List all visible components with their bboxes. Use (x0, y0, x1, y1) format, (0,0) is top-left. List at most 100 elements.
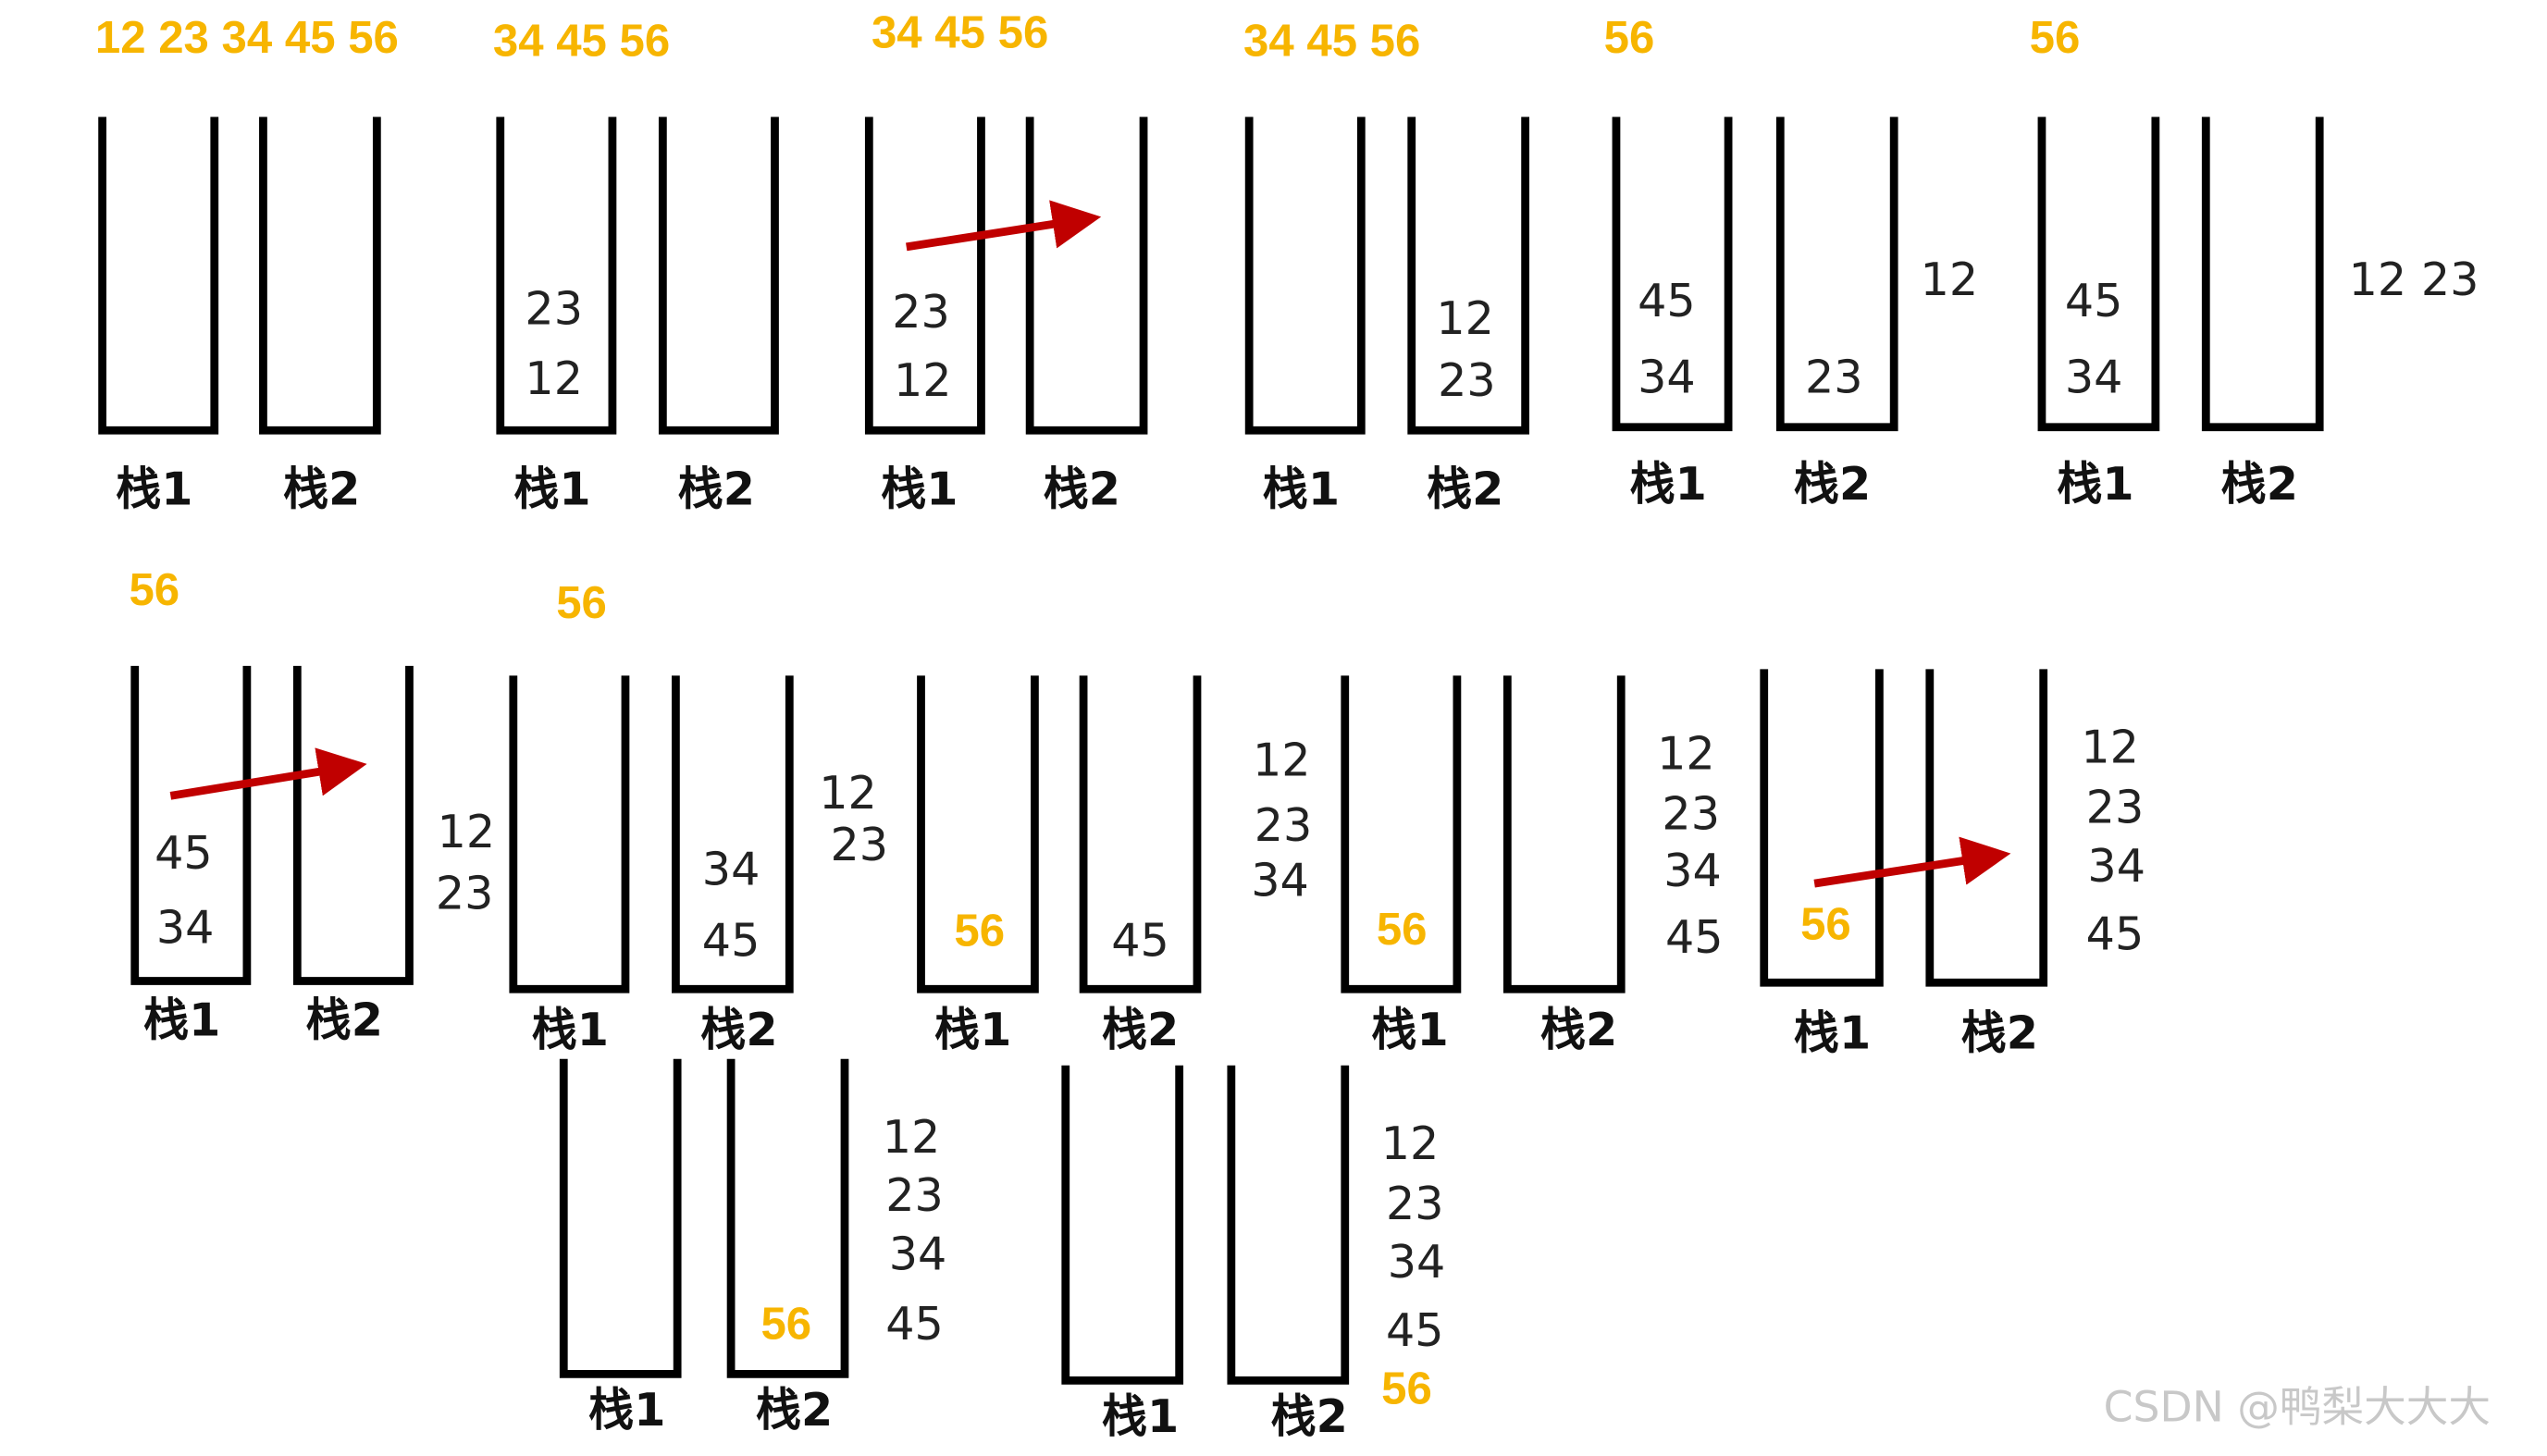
value: 34 (2087, 839, 2145, 893)
value: 12 23 (2349, 253, 2479, 306)
value: 12 (1253, 734, 1311, 787)
pending-value: 34 45 56 (493, 15, 670, 66)
stack-label: 栈2 (1427, 462, 1503, 515)
stack (1775, 117, 1898, 432)
stack-label: 栈1 (881, 462, 958, 515)
arrow (169, 747, 367, 800)
value: 34 (156, 901, 215, 955)
pending-value: 56 (556, 577, 607, 628)
value: 34 (1388, 1235, 1446, 1289)
value: 34 (2065, 350, 2123, 403)
value: 23 (831, 818, 889, 871)
stack (1244, 117, 1366, 435)
value: 45 (2086, 907, 2145, 961)
stack (496, 117, 617, 435)
stack (1227, 1065, 1350, 1385)
pending-value: 56 (129, 564, 179, 615)
value: 12 (1381, 1117, 1440, 1170)
stack (98, 117, 219, 435)
value: 45 (155, 826, 213, 880)
value: 34 (1638, 350, 1696, 403)
pending-value: 56 (1377, 904, 1428, 955)
value: 23 (1386, 1177, 1444, 1230)
value: 23 (1662, 787, 1720, 841)
stack-label: 栈2 (700, 1003, 777, 1056)
stack-label: 栈2 (2221, 457, 2298, 511)
stack (1407, 117, 1530, 435)
pending-value: 34 45 56 (872, 7, 1048, 58)
stack-label: 栈1 (2057, 457, 2133, 511)
stack (726, 1058, 849, 1378)
stack (1760, 669, 1884, 987)
stack (2201, 117, 2324, 432)
pending-value: 56 (760, 1298, 811, 1349)
value: 12 (438, 805, 496, 858)
value: 12 (2081, 721, 2139, 774)
stack-label: 栈1 (1371, 1003, 1448, 1056)
stack-label: 栈2 (283, 462, 360, 515)
pending-value: 34 45 56 (1243, 15, 1420, 66)
value: 12 (894, 353, 952, 407)
value: 34 (889, 1227, 947, 1280)
watermark: CSDN @鸭梨大大大 (2104, 1382, 2491, 1431)
value: 12 (1921, 253, 1979, 306)
value: 45 (1386, 1303, 1444, 1357)
stack (509, 675, 630, 993)
arrow (906, 200, 1102, 252)
stack-label: 栈2 (756, 1383, 833, 1437)
stack-label: 栈1 (934, 1003, 1011, 1056)
stack-label: 栈1 (532, 1003, 609, 1056)
stack (2037, 117, 2160, 432)
stack-label: 栈1 (513, 462, 590, 515)
value: 45 (1665, 910, 1724, 964)
value: 23 (1805, 350, 1863, 403)
stack-label: 栈2 (678, 462, 755, 515)
stack-label: 栈2 (1961, 1006, 2038, 1060)
value: 23 (885, 1168, 944, 1222)
stack-label: 栈1 (1102, 1389, 1179, 1443)
stack (864, 117, 985, 435)
stack-label: 栈2 (1540, 1003, 1617, 1056)
stack (559, 1058, 682, 1378)
pending-value: 12 23 34 45 56 (95, 12, 399, 63)
stack-label: 栈2 (1270, 1389, 1347, 1443)
value: 34 (1251, 854, 1309, 907)
value: 45 (2065, 274, 2123, 327)
pending-value: 56 (2030, 12, 2081, 63)
stack (1079, 675, 1202, 993)
pending-value: 56 (954, 906, 1005, 956)
value: 34 (702, 842, 760, 895)
stack (1502, 675, 1626, 993)
stack (259, 117, 381, 435)
stack-label: 栈1 (1629, 457, 1706, 511)
stack-label: 栈2 (306, 993, 383, 1047)
stack (1612, 117, 1733, 432)
stack (1025, 117, 1148, 435)
pending-value: 56 (1604, 12, 1655, 63)
value: 45 (1111, 914, 1169, 968)
stack (1061, 1065, 1184, 1385)
stack (1341, 675, 1462, 993)
stack-label: 栈1 (1263, 462, 1340, 515)
value: 12 (1436, 291, 1494, 345)
value: 12 (525, 352, 583, 405)
pending-value: 56 (1800, 898, 1851, 949)
value: 23 (892, 285, 950, 339)
stack (292, 665, 414, 985)
value: 12 (883, 1110, 941, 1164)
value: 23 (525, 282, 583, 336)
value: 12 (819, 766, 877, 820)
stack-label: 栈2 (1794, 457, 1871, 511)
stack (658, 117, 779, 435)
value: 23 (1438, 353, 1496, 407)
stack-label: 栈2 (1044, 462, 1120, 515)
stack-label: 栈1 (588, 1383, 665, 1437)
stack-label: 栈1 (143, 993, 220, 1047)
stack (917, 675, 1039, 993)
value: 23 (2086, 781, 2145, 834)
value: 45 (885, 1297, 944, 1351)
value: 34 (1663, 844, 1722, 897)
stack (1925, 669, 2048, 987)
value: 12 (1657, 727, 1715, 781)
arrow (1813, 836, 2011, 888)
